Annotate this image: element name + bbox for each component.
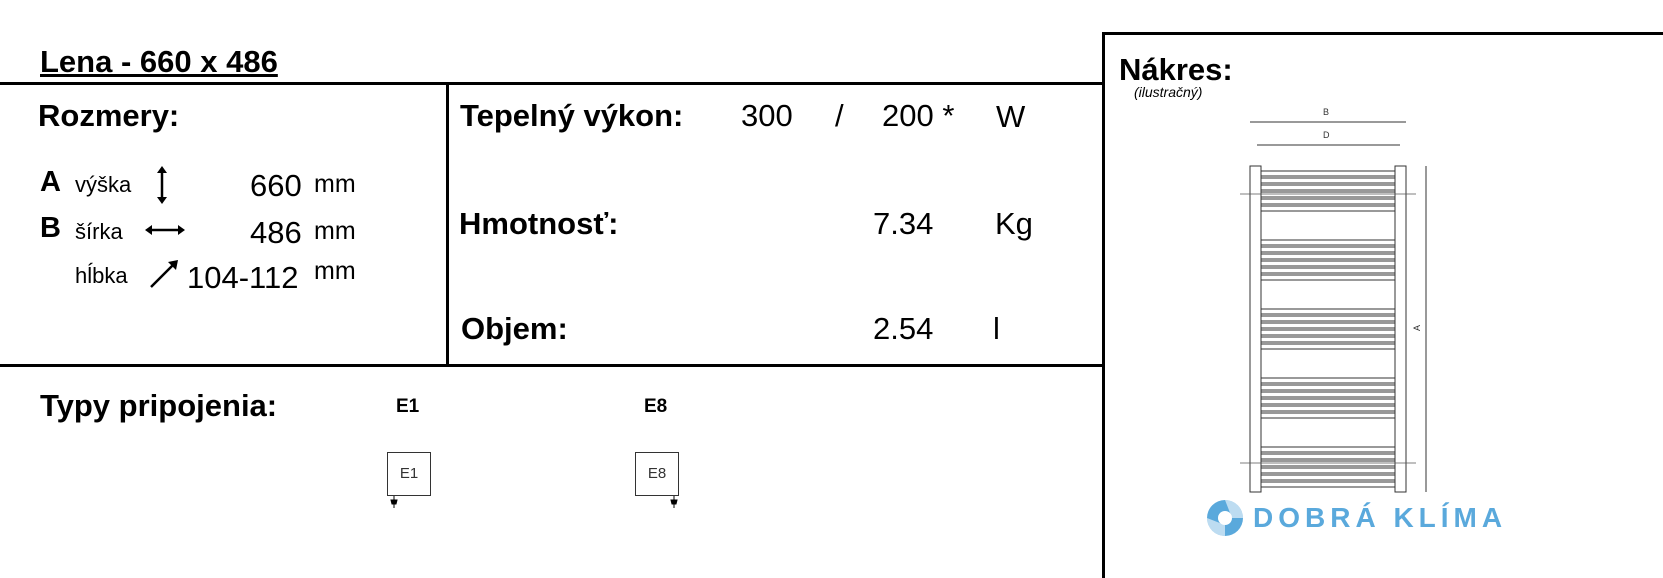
radiator-bar xyxy=(1260,205,1396,212)
drawing-heading: Nákres: xyxy=(1119,52,1233,87)
radiator-bar xyxy=(1260,198,1396,205)
radiator-bar xyxy=(1260,267,1396,274)
diagonal-arrow-icon xyxy=(150,260,178,288)
dim-label-b: B xyxy=(1323,107,1330,117)
radiator-bar xyxy=(1260,446,1396,453)
radiator-bar xyxy=(1260,336,1396,343)
radiator-bar xyxy=(1260,412,1396,419)
dimension-label: šírka xyxy=(75,219,123,244)
radiator-bar xyxy=(1260,467,1396,474)
radiator-bar xyxy=(1260,308,1396,315)
radiator-bar xyxy=(1260,460,1396,467)
radiator-bar xyxy=(1260,260,1396,267)
radiator-bar xyxy=(1260,315,1396,322)
logo-icon xyxy=(1207,500,1243,536)
radiator-bar xyxy=(1260,377,1396,384)
radiator-bar xyxy=(1260,322,1396,329)
radiator-bar xyxy=(1260,170,1396,177)
drawing-subheading: (ilustračný) xyxy=(1134,84,1203,100)
dimension-letter: B xyxy=(40,212,61,244)
divider xyxy=(1102,32,1663,35)
right-rail xyxy=(1394,165,1407,493)
radiator-bar xyxy=(1260,391,1396,398)
weight-value: 7.34 xyxy=(873,206,934,241)
dimensions-heading: Rozmery: xyxy=(38,98,180,133)
dimension-unit: mm xyxy=(314,217,356,245)
radiator-bar xyxy=(1260,481,1396,488)
volume-label: Objem: xyxy=(461,311,568,346)
valve-icon xyxy=(670,496,678,508)
vertical-arrow-icon xyxy=(157,166,167,204)
radiator-drawing xyxy=(1240,121,1427,493)
radiator-bar xyxy=(1260,177,1396,184)
divider xyxy=(0,364,1104,367)
radiator-bar xyxy=(1260,329,1396,336)
radiator-bar xyxy=(1260,384,1396,391)
power-value-2: 200 * xyxy=(882,98,955,133)
divider xyxy=(1102,32,1105,578)
dimension-value: 486 xyxy=(250,215,302,250)
power-label: Tepelný výkon: xyxy=(460,98,684,133)
radiator-bar xyxy=(1260,184,1396,191)
dimension-value: 104-112 xyxy=(187,260,299,295)
volume-unit: l xyxy=(993,311,1000,346)
radiator-bar xyxy=(1260,191,1396,198)
dimension-label: hĺbka xyxy=(75,263,128,288)
valve-icon xyxy=(390,496,398,508)
radiator-bar xyxy=(1260,246,1396,253)
radiator-bar xyxy=(1260,274,1396,281)
connections-heading: Typy pripojenia: xyxy=(40,388,278,423)
dimension-letter: A xyxy=(40,166,61,198)
power-unit: W xyxy=(996,99,1026,134)
power-value-1: 300 xyxy=(741,98,793,133)
radiator-bar xyxy=(1260,453,1396,460)
dimension-unit: mm xyxy=(314,170,356,198)
radiator-bar xyxy=(1260,398,1396,405)
logo-text: DOBRÁ KLÍMA xyxy=(1253,502,1508,533)
radiator-bar xyxy=(1260,343,1396,350)
connection-diagram-e8: E8 xyxy=(635,452,679,496)
volume-value: 2.54 xyxy=(873,311,934,346)
radiator-bar xyxy=(1260,405,1396,412)
divider xyxy=(0,82,1104,85)
radiator-bar xyxy=(1260,253,1396,260)
connection-label-e8: E8 xyxy=(644,396,668,417)
connection-diagram-e1: E1 xyxy=(387,452,431,496)
weight-label: Hmotnosť: xyxy=(459,206,619,241)
dim-label-d: D xyxy=(1323,130,1330,140)
dim-label-a: A xyxy=(1412,324,1423,332)
product-title: Lena - 660 x 486 xyxy=(40,44,278,79)
divider xyxy=(446,82,449,366)
radiator-bar xyxy=(1260,474,1396,481)
dimension-value: 660 xyxy=(250,168,302,203)
dimension-label: výška xyxy=(75,172,132,197)
weight-unit: Kg xyxy=(995,206,1033,241)
left-rail xyxy=(1249,165,1262,493)
power-separator: / xyxy=(835,98,844,133)
radiator-bar xyxy=(1260,239,1396,246)
dimension-unit: mm xyxy=(314,257,356,285)
horizontal-arrow-icon xyxy=(145,225,185,235)
connection-label-e1: E1 xyxy=(396,396,420,417)
